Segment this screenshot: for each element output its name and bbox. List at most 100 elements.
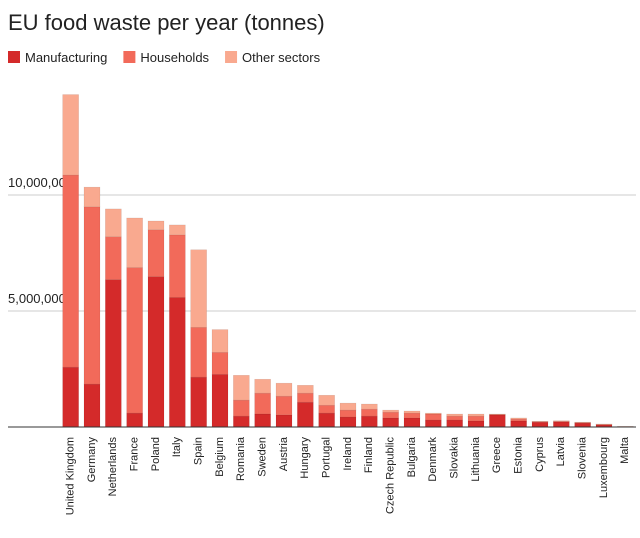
x-tick-label: Finland [363,437,375,473]
legend-label: Manufacturing [25,50,107,65]
x-tick-label: Italy [171,437,183,458]
bar-segment [511,421,527,427]
bar-segment [425,414,441,420]
x-tick-label: Hungary [299,437,311,479]
bar-segment [63,367,79,427]
legend-label: Other sectors [242,50,321,65]
x-tick-label: Denmark [427,437,439,482]
x-tick-label: Netherlands [107,437,119,497]
bar-segment [383,412,399,418]
x-tick-label: France [129,437,141,471]
bar-segment [276,396,292,415]
bar-segment [447,416,463,420]
bar-segment [425,420,441,427]
bar-segment [233,416,249,427]
x-tick-label: Lithuania [470,436,482,482]
bar-segment [425,413,441,414]
bar-segment [276,383,292,396]
bar-segment [212,330,228,353]
bar-segment [404,413,420,418]
bar-segment [383,418,399,427]
bar-segment [127,268,143,413]
x-tick-label: Latvia [555,436,567,466]
bar-segment [148,221,164,230]
bar-segment [127,218,143,268]
bar-segment [297,385,313,393]
bar-segment [404,411,420,413]
legend-swatch [225,51,237,63]
x-tick-label: Portugal [321,437,333,478]
bar-segment [148,230,164,277]
x-tick-label: Belgium [214,437,226,477]
bar-segment [233,375,249,400]
chart-title: EU food waste per year (tonnes) [8,10,325,35]
bar-segment [447,414,463,416]
legend-label: Households [140,50,209,65]
bar-segment [255,379,271,393]
bar-segment [255,393,271,414]
x-tick-label: Czech Republic [385,437,397,515]
bar-segment [191,250,207,328]
bar-segment [63,95,79,176]
bar-segment [340,403,356,410]
bar-segment [105,280,121,427]
bar-segment [212,352,228,374]
bar-segment [447,420,463,427]
bar-segment [319,395,335,405]
x-tick-label: United Kingdom [65,437,77,515]
legend-swatch [8,51,20,63]
bar-segment [361,409,377,416]
bar-segment [319,413,335,427]
x-tick-label: Malta [619,436,631,464]
bar-segment [84,207,100,384]
legend-swatch [123,51,135,63]
x-tick-label: Spain [193,437,205,465]
bar-segment [84,187,100,207]
x-tick-label: Romania [235,436,247,481]
bar-segment [276,415,292,427]
x-tick-label: Luxembourg [598,437,610,498]
bar-segment [212,374,228,427]
bar-segment [148,277,164,427]
bar-segment [169,298,185,427]
x-tick-label: Ireland [342,437,354,471]
x-tick-label: Estonia [513,436,525,474]
bar-segment [383,410,399,412]
bar-segment [105,209,121,237]
bar-segment [297,393,313,402]
bar-segment [532,422,548,427]
bar-segment [575,423,591,427]
bar-segment [191,327,207,377]
bar-segment [105,237,121,280]
bar-segment [489,415,505,427]
bar-segment [361,404,377,409]
bar-segment [233,400,249,416]
bar-segment [319,405,335,413]
bar-segment [255,414,271,427]
x-tick-label: Slovenia [577,436,589,479]
bar-segment [468,414,484,416]
x-tick-label: Germany [86,437,98,483]
bar-segment [511,418,527,419]
bar-segment [191,377,207,427]
x-tick-label: Poland [150,437,162,471]
bar-segment [63,175,79,367]
x-tick-label: Bulgaria [406,436,418,477]
bar-segment [127,413,143,427]
x-tick-label: Sweden [257,437,269,477]
bar-segment [553,422,569,427]
bar-segment [340,410,356,417]
bar-segment [511,419,527,421]
bar-segment [361,416,377,427]
bar-segment [468,416,484,421]
bar-segment [404,418,420,427]
x-tick-label: Greece [491,437,503,473]
x-tick-label: Cyprus [534,437,546,472]
bar-segment [169,235,185,298]
y-tick-label: 5,000,000 [8,291,66,306]
bar-segment [169,225,185,235]
bar-segment [340,417,356,427]
bar-segment [84,384,100,427]
bar-segment [468,421,484,427]
